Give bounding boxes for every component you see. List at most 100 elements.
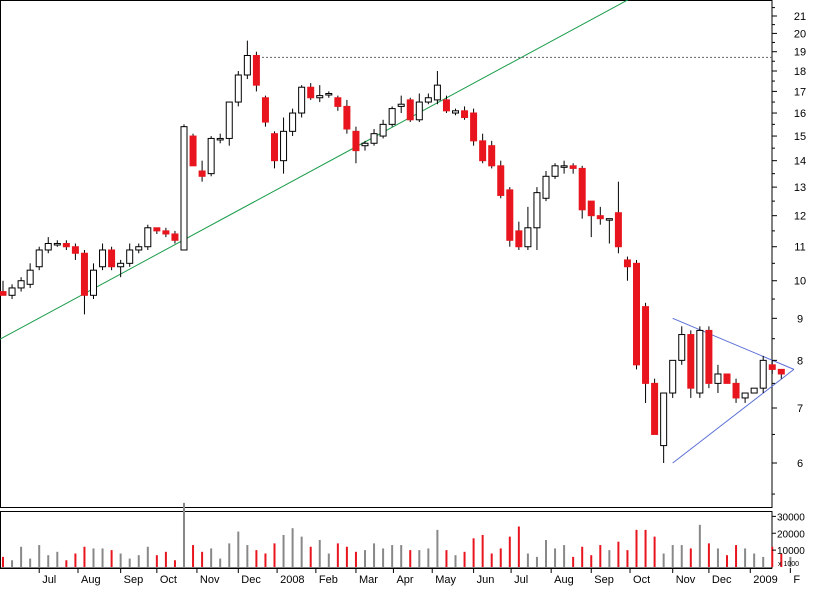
candle: [406, 97, 414, 123]
candle-body: [687, 334, 695, 389]
candle-body: [569, 165, 577, 169]
candle-body: [261, 97, 269, 123]
candle-body: [415, 101, 423, 121]
candle-body: [542, 175, 550, 199]
candle-body: [53, 242, 61, 246]
price-tick-label: 9: [797, 313, 803, 325]
candle-body: [8, 287, 16, 296]
time-tick-label: Nov: [676, 574, 696, 586]
candle-body: [506, 189, 514, 241]
volume-frame: [0, 511, 773, 569]
candle: [370, 128, 378, 146]
candle: [768, 360, 776, 374]
candle: [424, 93, 432, 105]
time-tick-label: Sep: [124, 574, 144, 586]
candle-body: [216, 137, 224, 141]
time-tick-label: Nov: [200, 574, 220, 586]
candle: [225, 101, 233, 146]
candle: [62, 240, 70, 250]
price-tick-label: 19: [794, 47, 806, 59]
candle: [307, 83, 315, 100]
time-tick-label: Oct: [160, 574, 177, 586]
price-tick-label: 20: [794, 28, 806, 40]
candle-body: [669, 359, 677, 394]
candle-body: [660, 392, 668, 447]
candle: [162, 227, 170, 238]
candle-body: [207, 137, 215, 175]
candle: [352, 126, 360, 164]
candle-body: [578, 167, 586, 211]
volume-tick-label: 20000: [777, 529, 805, 540]
candle-body: [488, 145, 496, 167]
triangle-upper-line: [672, 317, 795, 370]
candle-body: [497, 165, 505, 196]
candle-body: [714, 373, 722, 384]
candle: [533, 187, 541, 250]
volume-tick-label: 30000: [777, 512, 805, 523]
candle: [252, 51, 260, 92]
candle: [108, 246, 116, 271]
candle: [479, 133, 487, 164]
candle: [741, 392, 749, 403]
candle: [261, 95, 269, 127]
candle-body: [433, 84, 441, 101]
candle-body: [26, 269, 34, 285]
candle: [26, 263, 34, 288]
candle-body: [452, 110, 459, 114]
candle: [388, 106, 396, 127]
candle: [605, 218, 613, 244]
candle: [8, 284, 16, 300]
price-frame: [0, 0, 773, 508]
candle-body: [442, 99, 450, 112]
price-tick-label: 12: [794, 211, 806, 223]
candle: [361, 140, 369, 151]
time-tick-label: Jul: [42, 574, 56, 586]
candle: [623, 256, 631, 281]
candle: [289, 108, 297, 137]
candle: [578, 165, 586, 219]
candle-body: [623, 259, 631, 268]
candle: [117, 259, 125, 278]
candle: [705, 326, 713, 389]
candle: [180, 124, 188, 251]
time-tick-label: Feb: [319, 574, 338, 586]
candle-body: [117, 262, 125, 268]
candle-body: [651, 382, 659, 435]
candle: [759, 355, 767, 394]
candle-body: [225, 101, 233, 139]
candle: [614, 181, 622, 254]
price-tick-label: 11: [794, 242, 805, 254]
price-tick-label: 17: [794, 86, 806, 98]
candle-body: [515, 230, 523, 248]
candle-body: [424, 97, 432, 103]
candle-body: [35, 249, 43, 268]
candle: [732, 378, 740, 403]
candle: [452, 108, 459, 116]
candle-body: [777, 368, 785, 375]
price-panel: [0, 0, 795, 508]
candle-body: [153, 227, 161, 232]
candle: [343, 99, 351, 134]
candle: [596, 206, 604, 225]
candle-body: [44, 242, 52, 251]
candle-body: [768, 364, 776, 370]
candle: [90, 263, 97, 300]
candle-body: [252, 54, 260, 86]
time-tick-label: F: [793, 574, 800, 586]
candle: [153, 227, 161, 234]
candle: [334, 95, 342, 111]
candle: [642, 302, 650, 403]
candle-body: [696, 329, 704, 394]
price-tick-label: 14: [794, 156, 806, 168]
candle-body: [144, 227, 152, 248]
candle: [415, 93, 423, 123]
candle-body: [307, 86, 315, 99]
candle: [71, 243, 79, 260]
time-tick-label: Jul: [514, 574, 528, 586]
candle: [714, 364, 722, 394]
candle-body: [524, 227, 532, 248]
candle: [171, 230, 179, 244]
candle: [198, 160, 206, 182]
candle-body: [741, 392, 749, 399]
candle-body: [470, 112, 478, 142]
